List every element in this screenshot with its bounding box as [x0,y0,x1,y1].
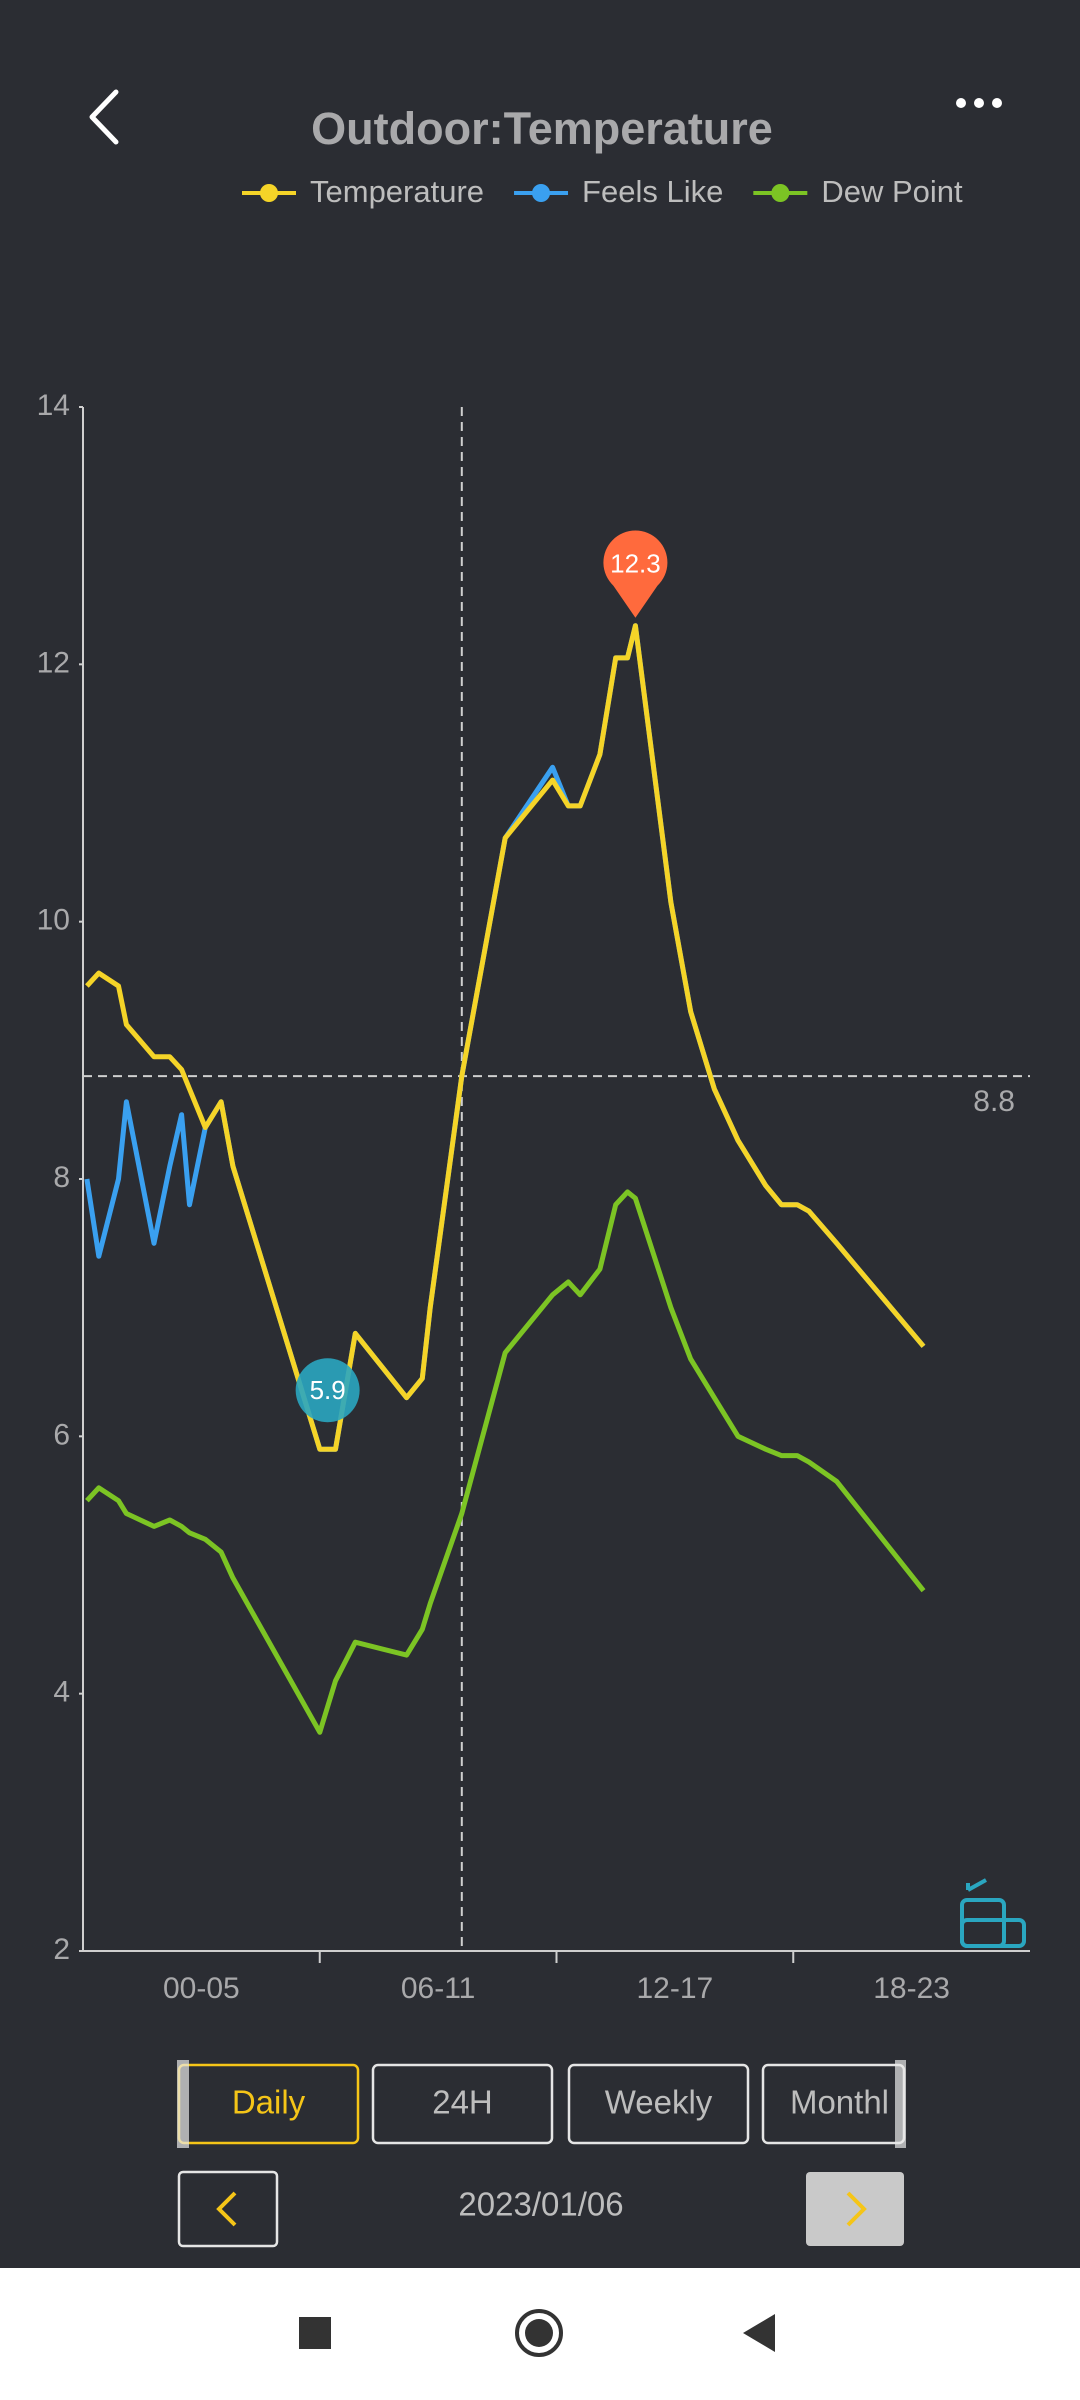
icon-part [966,1878,987,1892]
more-menu[interactable] [956,98,1002,108]
x-tick-label: 00-05 [163,1972,240,2005]
tab-button[interactable] [371,2063,554,2145]
legend-dot [771,184,790,202]
next-arrow [846,2191,867,2227]
y-tick-label: 14 [37,389,70,422]
prev-arrow [216,2191,237,2227]
y-tick-label: 10 [37,904,70,937]
y-tick-label: 8 [53,1161,70,1194]
y-tick-label: 6 [53,1418,70,1451]
back-nav-button[interactable] [743,2314,775,2352]
fullscreen-icon[interactable] [960,1878,1026,1948]
fade-edge [895,2060,906,2148]
x-tick-label: 18-23 [873,1972,950,2005]
y-tick-label: 2 [53,1933,70,1966]
legend: Temperature Feels Like Dew Point [242,174,963,209]
y-tick-label: 4 [53,1676,70,1709]
background [0,0,1080,2268]
min-label: 5.9 [310,1375,346,1405]
max-marker [603,530,668,618]
recents-button[interactable] [299,2317,331,2349]
tab-label: Weekly [605,2084,713,2121]
tab-bar: Daily 24H Weekly Monthl [177,2060,906,2148]
prev-button[interactable] [177,2170,279,2248]
legend-label: Temperature [310,174,484,209]
dot [974,98,984,108]
legend-label: Feels Like [582,174,723,209]
plot-area: 2 4 6 8 10 12 14 00-05 06-11 12-17 18-23 8.8 12.3 5.9 [37,389,1030,2005]
home-button[interactable] [515,2309,563,2357]
legend-label: Dew Point [821,174,963,209]
tab-label: Monthl [790,2084,889,2121]
reference-label: 8.8 [973,1085,1015,1118]
tab-label: Daily [232,2084,306,2121]
date-label: 2023/01/06 [458,2186,623,2223]
dot [992,98,1002,108]
legend-dot [260,184,278,202]
series-line [85,623,926,1452]
max-label: 12.3 [610,549,661,579]
chart-title: Outdoor:Temperature [311,103,773,154]
x-tick-label: 12-17 [637,1972,714,2005]
min-marker [295,1358,360,1423]
tab-button[interactable] [567,2063,750,2145]
home-dot [525,2319,553,2347]
fade-edge [177,2060,189,2148]
legend-dot [532,184,551,202]
x-tick-label: 06-11 [401,1972,476,2005]
dot [956,98,966,108]
y-tick-label: 12 [37,646,70,679]
next-button[interactable] [806,2172,904,2246]
back-button[interactable] [89,89,119,145]
series-line [85,1189,926,1735]
icon-part [960,1918,1026,1948]
tab-label: 24H [432,2084,493,2121]
